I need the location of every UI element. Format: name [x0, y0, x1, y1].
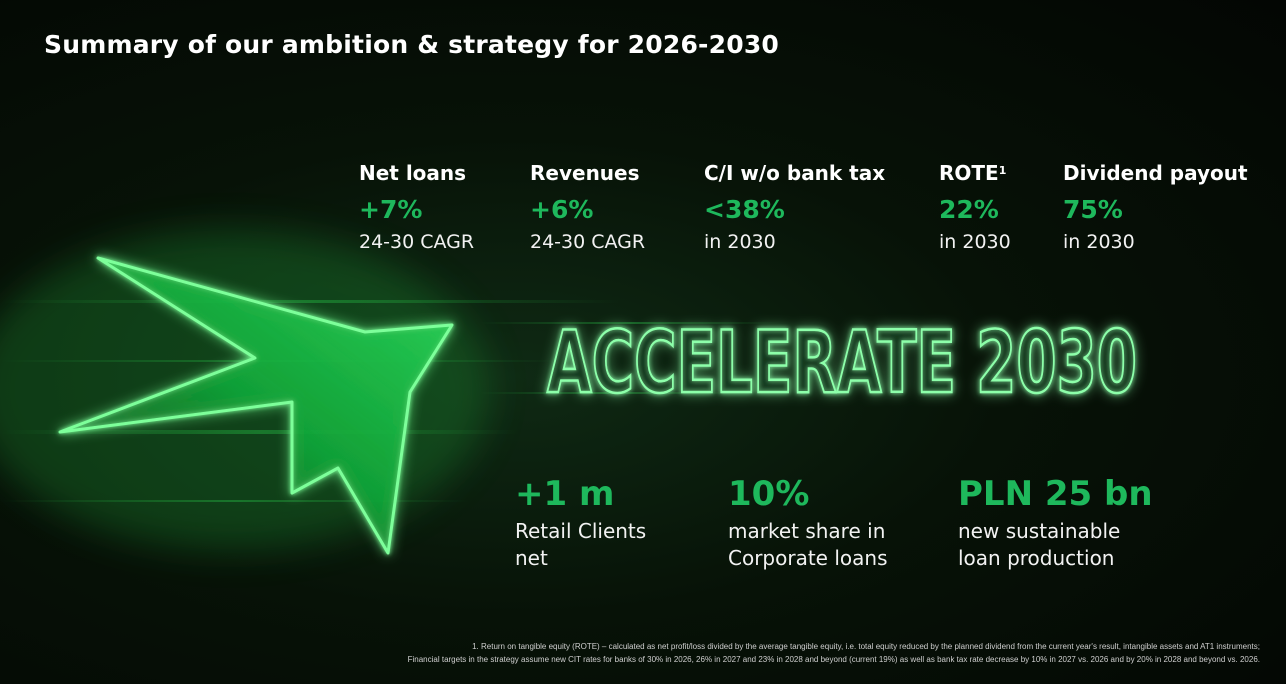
highlight-desc-line: new sustainable: [958, 519, 1121, 543]
kpi-sub: 24-30 CAGR: [359, 231, 475, 253]
kpi-label: Net loans: [359, 161, 467, 185]
kpi-value: +7%: [359, 195, 423, 224]
kpi-label: Revenues: [530, 161, 640, 185]
kpi-cost-income: C/I w/o bank tax <38% in 2030: [704, 158, 885, 256]
highlight-desc-line: Corporate loans: [728, 546, 888, 570]
kpi-net-loans: Net loans +7% 24-30 CAGR: [359, 158, 474, 256]
kpi-label-text: ROTE: [939, 161, 999, 185]
highlight-desc-line: loan production: [958, 546, 1115, 570]
star-logo-icon: [58, 256, 454, 555]
kpi-rote: ROTE1 22% in 2030: [939, 158, 1011, 256]
kpi-sub: in 2030: [1063, 231, 1135, 253]
kpi-value: <38%: [704, 195, 785, 224]
kpi-sub: 24-30 CAGR: [530, 231, 646, 253]
highlight-desc-line: market share in: [728, 519, 886, 543]
highlight-retail-clients: +1 m Retail Clients net: [515, 472, 646, 572]
kpi-value: +6%: [530, 195, 594, 224]
kpi-label: Dividend payout: [1063, 161, 1248, 185]
highlight-desc-line: Retail Clients: [515, 519, 647, 543]
footnote: 1. Return on tangible equity (ROTE) – ca…: [260, 640, 1260, 666]
kpi-label: ROTE1: [939, 158, 1011, 188]
highlight-desc: Retail Clients net: [515, 518, 646, 572]
highlight-value: PLN 25 bn: [958, 474, 1153, 514]
highlight-sustainable-loans: PLN 25 bn new sustainable loan productio…: [958, 472, 1153, 572]
page-title: Summary of our ambition & strategy for 2…: [44, 30, 780, 59]
footnote-line: Financial targets in the strategy assume…: [407, 655, 1260, 664]
footnote-line: 1. Return on tangible equity (ROTE) – ca…: [472, 642, 1260, 651]
kpi-sub: in 2030: [939, 231, 1011, 253]
kpi-label: C/I w/o bank tax: [704, 161, 886, 185]
kpi-value: 75%: [1063, 195, 1123, 224]
footnote-marker: 1: [998, 164, 1007, 177]
highlight-desc-line: net: [515, 546, 548, 570]
headline: ACCELERATE 2030: [547, 313, 1137, 413]
kpi-sub: in 2030: [704, 231, 776, 253]
highlight-desc: new sustainable loan production: [958, 518, 1153, 572]
highlight-value: 10%: [728, 474, 810, 514]
kpi-value: 22%: [939, 195, 999, 224]
kpi-revenues: Revenues +6% 24-30 CAGR: [530, 158, 645, 256]
highlight-desc: market share in Corporate loans: [728, 518, 887, 572]
highlight-value: +1 m: [515, 474, 615, 514]
kpi-dividend-payout: Dividend payout 75% in 2030: [1063, 158, 1248, 256]
highlight-market-share: 10% market share in Corporate loans: [728, 472, 887, 572]
